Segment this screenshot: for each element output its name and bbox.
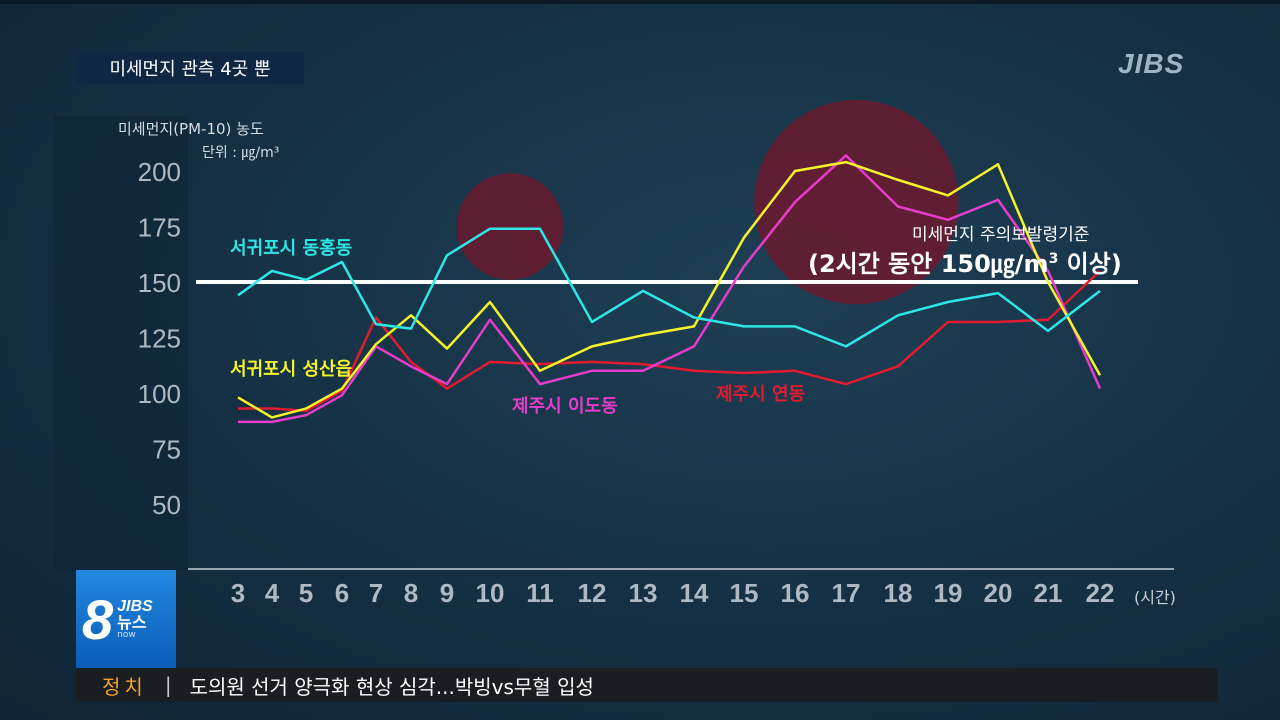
channel-number: 8 (82, 587, 114, 651)
x-tick-label: 10 (476, 578, 505, 608)
x-tick-label: 16 (781, 578, 810, 608)
x-tick-label: 14 (680, 578, 709, 608)
series-label-ido: 제주시 이도동 (512, 396, 618, 417)
news-ticker: 정치 | 도의원 선거 양극화 현상 심각...박빙vs무혈 입성 (76, 668, 1218, 702)
y-tick-label: 175 (138, 213, 181, 243)
x-tick-label: 3 (231, 578, 245, 608)
highlight-circle-0 (456, 173, 564, 280)
jibs-logo: JIBS (1118, 48, 1185, 79)
x-tick-label: 11 (526, 578, 554, 608)
news-badge-title: 뉴스 (117, 612, 147, 632)
y-axis-title: 미세먼지(PM-10) 농도 (118, 120, 264, 138)
series-line-0 (237, 227, 1101, 348)
ticker-separator: | (164, 673, 172, 697)
x-tick-label: 8 (404, 578, 418, 608)
series-line-1 (237, 160, 1102, 419)
x-tick-label: 22 (1086, 578, 1115, 608)
reference-label-criteria: (2시간 동안 150㎍/m3 이상) (808, 250, 1122, 278)
y-axis-panel (54, 116, 188, 570)
headline-caption: 미세먼지 관측 4곳 뿐 (76, 52, 304, 84)
ticker-text: 도의원 선거 양극화 현상 심각...박빙vs무혈 입성 (189, 674, 594, 699)
series-line-3 (238, 269, 1101, 413)
highlight-circle-1 (754, 99, 959, 305)
x-axis-unit: (시간) (1134, 588, 1176, 607)
series-line-2 (238, 154, 1102, 424)
x-tick-label: 17 (832, 578, 861, 608)
y-tick-label: 100 (138, 379, 181, 409)
news-badge: 8 JIBS 뉴스 now (76, 570, 176, 668)
x-tick-label: 19 (934, 578, 963, 608)
news-badge-brand: JIBS (117, 597, 153, 615)
y-tick-label: 125 (138, 324, 181, 354)
x-tick-label: 9 (440, 578, 454, 608)
x-tick-label: 13 (629, 578, 658, 608)
x-tick-label: 18 (884, 578, 913, 608)
y-tick-label: 75 (152, 435, 181, 465)
y-tick-label: 50 (152, 490, 181, 520)
y-axis-unit: 단위 : ㎍/m³ (202, 145, 280, 161)
x-tick-label: 7 (369, 578, 383, 608)
x-tick-label: 5 (299, 578, 313, 608)
series-label-donghong: 서귀포시 동홍동 (230, 238, 353, 259)
x-tick-label: 12 (578, 578, 607, 608)
x-tick-label: 6 (335, 578, 349, 608)
x-tick-label: 4 (265, 578, 280, 608)
top-strip (0, 0, 1280, 4)
x-tick-label: 20 (984, 578, 1013, 608)
x-tick-label: 21 (1034, 578, 1063, 608)
headline-text: 미세먼지 관측 4곳 뿐 (109, 59, 271, 80)
news-badge-sub: now (117, 629, 136, 640)
y-tick-label: 200 (138, 157, 181, 187)
x-tick-label: 15 (730, 578, 759, 608)
reference-label-title: 미세먼지 주의보발령기준 (912, 225, 1090, 245)
ticker-category: 정치 (102, 674, 147, 699)
series-label-seongsan: 서귀포시 성산읍 (230, 359, 353, 380)
series-label-yeon: 제주시 연동 (716, 384, 806, 405)
y-tick-label: 150 (138, 268, 181, 298)
